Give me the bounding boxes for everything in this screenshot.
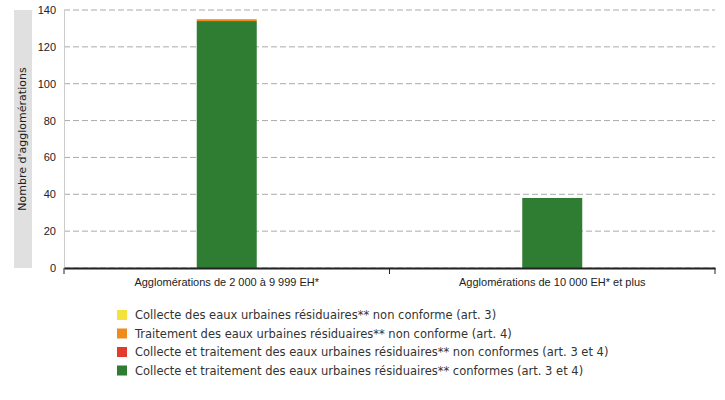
bar-segment: [197, 19, 257, 21]
y-tick: 100: [38, 78, 64, 90]
grid-line: [64, 157, 715, 158]
y-tick-label: 40: [44, 188, 56, 200]
bar-segment: [197, 19, 257, 20]
y-tick: 40: [44, 188, 64, 200]
y-tick: 60: [44, 151, 64, 163]
y-tick: 80: [44, 115, 64, 127]
y-tick-label: 20: [44, 225, 56, 237]
y-axis-line: [64, 11, 65, 269]
legend-label: Traitement des eaux urbaines résiduaires…: [134, 327, 512, 341]
legend-swatch: [117, 310, 127, 320]
grid-line: [64, 10, 715, 11]
category-separator: [389, 268, 390, 274]
y-tick: 0: [50, 262, 64, 274]
legend-swatch: [117, 366, 127, 376]
grid: [64, 10, 715, 268]
x-tick: Agglomérations de 10 000 EH* et plus: [459, 268, 646, 288]
bar-segment: [522, 197, 582, 198]
y-tick-label: 100: [38, 78, 56, 90]
y-axis: 0 20 40 60 80 100 120 140: [38, 4, 65, 274]
grid-line: [64, 231, 715, 232]
bar-segment: [522, 197, 582, 198]
y-tick-label: 140: [38, 4, 56, 16]
bar-segment: [522, 197, 582, 198]
legend-swatch: [117, 329, 127, 339]
x-tick-label: Agglomérations de 10 000 EH* et plus: [459, 276, 646, 288]
bars: [197, 19, 583, 268]
y-axis-title: Nombre d'agglomérations: [16, 67, 29, 211]
category-separator: [64, 268, 65, 274]
x-axis: Agglomérations de 2 000 à 9 999 EH* Agglo…: [65, 268, 716, 288]
bar-segment: [197, 21, 257, 268]
legend-label: Collecte des eaux urbaines résiduaires**…: [135, 308, 496, 322]
y-tick: 20: [44, 225, 64, 237]
x-tick: Agglomérations de 2 000 à 9 999 EH*: [134, 268, 319, 288]
legend-label: Collecte et traitement des eaux urbaines…: [135, 345, 608, 359]
y-tick-label: 0: [50, 262, 56, 274]
chart: Nombre d'agglomérations 0 20 40 60 80 100 120 14…: [0, 0, 725, 400]
y-label-background: [14, 10, 32, 268]
y-tick-label: 80: [44, 115, 56, 127]
legend-swatch: [117, 347, 127, 357]
grid-line: [64, 83, 715, 84]
bar-segment: [522, 198, 582, 268]
y-tick-label: 120: [38, 41, 56, 53]
y-tick-label: 60: [44, 151, 56, 163]
grid-line: [64, 46, 715, 47]
grid-line: [64, 120, 715, 121]
y-tick: 140: [38, 4, 64, 16]
legend-label: Collecte et traitement des eaux urbaines…: [135, 364, 583, 378]
legend: Collecte des eaux urbaines résiduaires**…: [117, 308, 608, 378]
y-tick: 120: [38, 41, 64, 53]
x-tick-label: Agglomérations de 2 000 à 9 999 EH*: [134, 276, 319, 288]
category-separator: [715, 268, 716, 274]
grid-line: [64, 194, 715, 195]
